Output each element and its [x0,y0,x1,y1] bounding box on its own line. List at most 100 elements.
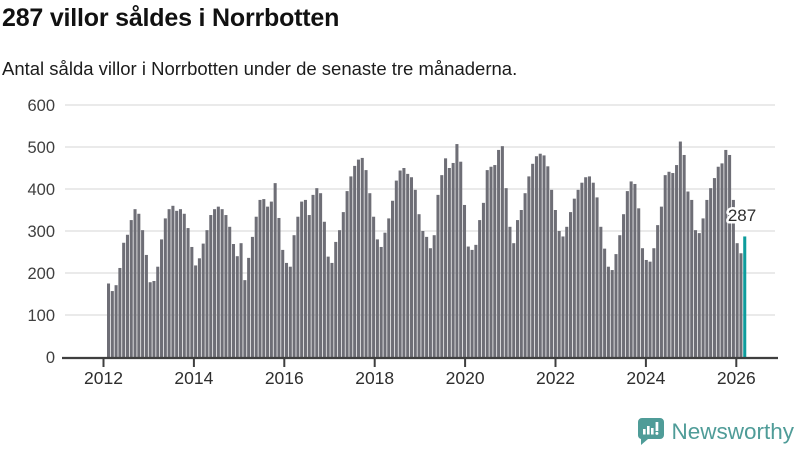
month-bar [440,175,444,357]
month-bar [497,149,501,357]
y-axis-tick-label: 500 [27,139,55,157]
x-axis-tick-label: 2022 [536,368,575,388]
month-bar [428,248,432,357]
month-bar [243,280,247,357]
month-bar [322,221,326,357]
month-bar [144,254,148,357]
month-bar [478,220,482,357]
month-bar [728,154,732,357]
month-bar [663,175,667,357]
month-bar [216,206,220,357]
month-bar [334,241,338,357]
month-bar [292,235,296,357]
month-bar [194,265,198,357]
y-axis-tick-label: 400 [27,181,55,199]
month-bar [512,243,516,357]
page-title: 287 villor såldes i Norrbotten [2,4,340,32]
month-bar [731,199,735,357]
x-axis-tick-label: 2018 [355,368,394,388]
month-bar [402,168,406,357]
month-bar [409,177,414,357]
month-bar [338,230,342,357]
month-bar [375,239,379,357]
month-bar [720,163,724,357]
month-bar [739,253,743,357]
month-bar [394,180,398,357]
month-bar [379,246,383,357]
y-axis-tick-label: 0 [46,349,55,367]
month-bar [523,193,527,357]
month-bar [205,230,209,357]
month-bar [675,165,679,357]
month-bar [239,243,243,357]
month-bar [587,176,591,357]
month-bar [254,216,258,357]
month-bar [550,189,554,357]
x-axis-tick-label: 2024 [626,368,665,388]
month-bar [129,220,133,357]
month-bar [137,213,141,357]
y-axis-tick-label: 300 [27,223,55,241]
month-bar [485,170,489,357]
month-bar [622,214,626,357]
month-bar [417,214,421,357]
month-bar [557,231,561,357]
month-bar [110,291,114,357]
month-bar [250,236,254,357]
month-bar [175,210,179,357]
month-bar [466,246,470,357]
month-bar [640,248,645,357]
month-bar [213,209,217,357]
month-bar [693,230,698,357]
month-bar [538,153,542,357]
month-bar [353,165,357,357]
month-bar [421,231,425,357]
month-bar [356,159,360,357]
month-bar [171,205,175,357]
month-bar [542,155,546,357]
month-bar [561,236,565,357]
month-bar [489,166,493,357]
month-bar [614,254,618,357]
month-bar [493,165,497,357]
month-bar [258,199,262,357]
bars [107,141,747,357]
month-bar [610,270,614,357]
current-value-label: 287 [728,206,756,225]
month-bar [148,282,152,357]
month-bar [231,244,236,357]
month-bar [284,262,289,357]
newsworthy-bubble-icon [638,418,665,445]
month-bar [372,216,376,357]
month-bar [735,243,739,357]
month-bar [288,266,292,357]
chart-subtitle: Antal sålda villor i Norrbotten under de… [2,58,518,79]
month-bar [413,189,417,357]
month-bar [311,194,315,357]
month-bar [724,149,728,357]
month-bar [160,239,164,357]
month-bar [625,191,629,357]
month-bar [659,206,663,357]
month-bar [516,220,520,357]
month-bar [319,193,323,357]
month-bar [152,280,156,357]
month-bar [425,236,429,357]
month-bar [220,209,224,357]
month-bar [197,258,201,357]
month-bar [269,201,273,357]
month-bar [262,199,266,357]
month-bar [383,232,387,357]
month-bar [455,144,459,357]
month-bar [652,248,656,357]
month-bar [569,212,573,357]
month-bar [118,267,122,357]
month-bar [591,182,595,357]
month-bar [303,199,307,357]
newsworthy-logo: Newsworthy [638,418,794,445]
month-bar [266,206,270,357]
month-bar [436,194,440,357]
month-bar [107,283,111,357]
month-bar [122,242,126,357]
month-bar [595,197,599,357]
